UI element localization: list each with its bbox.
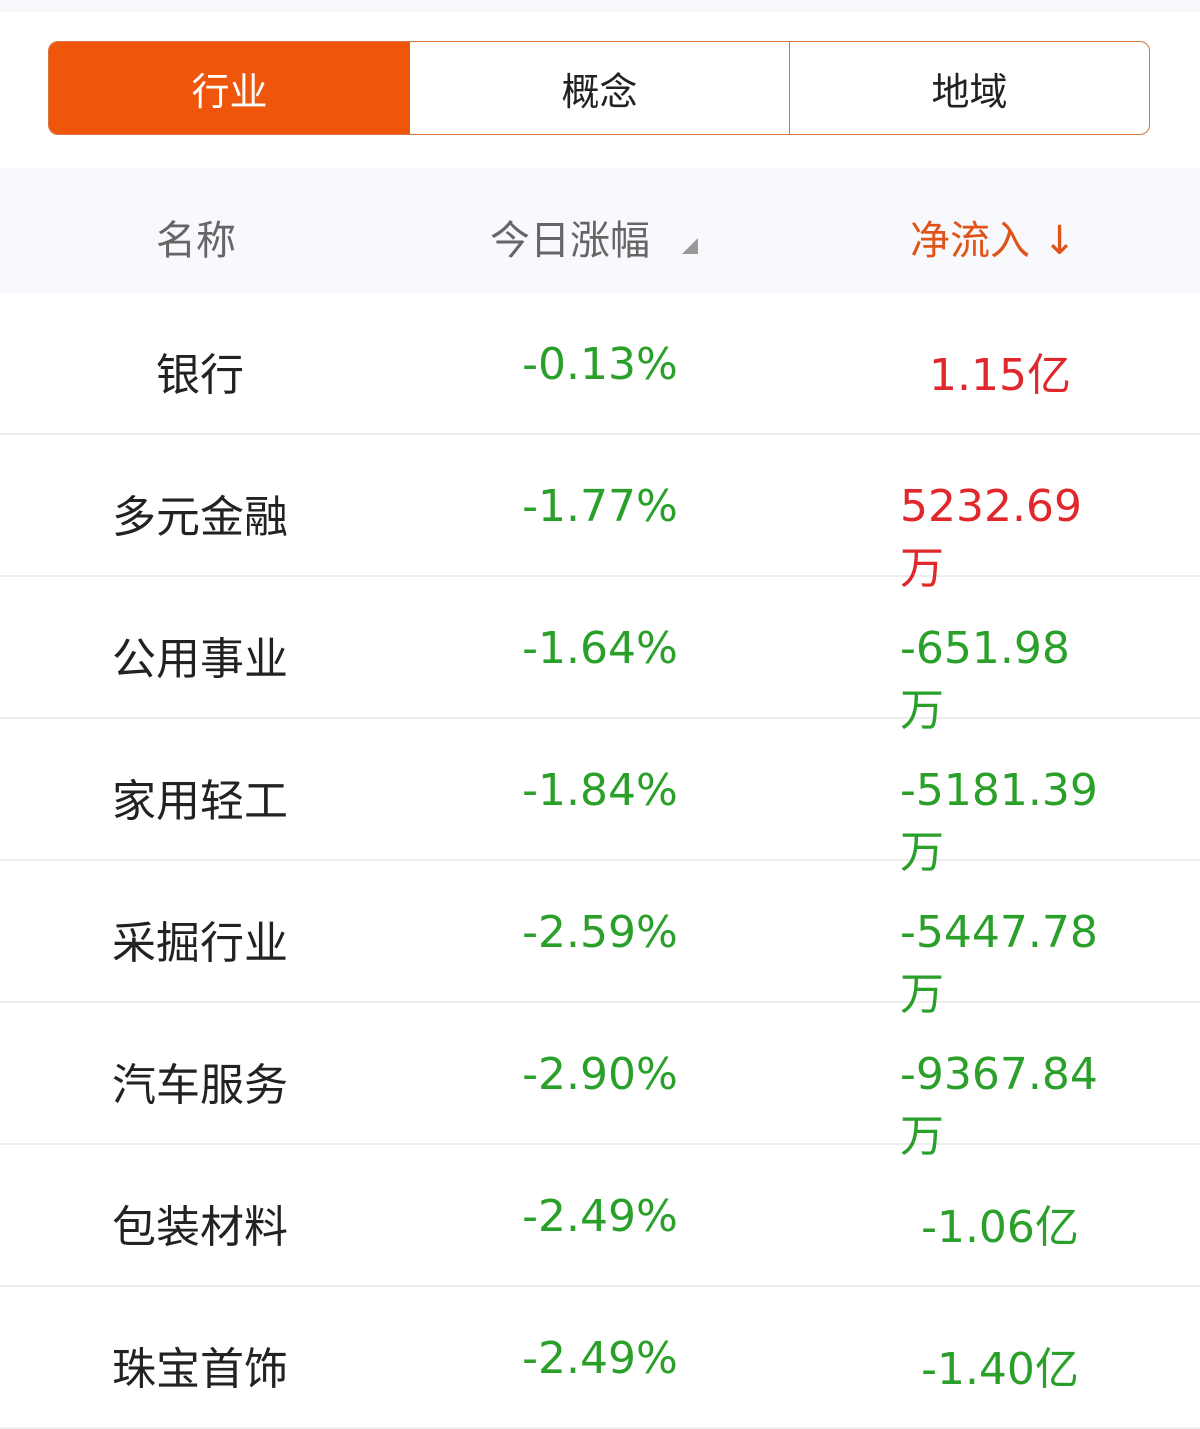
table-header: 名称 今日涨幅 净流入 ↓ <box>0 168 1200 293</box>
table-row[interactable]: 银行 -0.13% 1.15亿 <box>0 293 1200 435</box>
arrow-down-icon: ↓ <box>1042 218 1077 264</box>
header-name: 名称 <box>156 218 236 264</box>
industry-name: 采掘行业 <box>112 918 288 969</box>
industry-name: 银行 <box>156 350 244 401</box>
net-inflow: -9367.84万 <box>900 1049 1098 1162</box>
header-net-inflow[interactable]: 净流入 ↓ <box>910 208 1076 266</box>
table-row[interactable]: 公用事业 -1.64% -651.98万 <box>0 577 1200 736</box>
table-row[interactable]: 包装材料 -2.49% -1.06亿 <box>0 1145 1200 1287</box>
change-percent: -2.59% <box>522 907 678 958</box>
tab-industry[interactable]: 行业 <box>49 42 410 134</box>
industry-name: 家用轻工 <box>112 776 288 827</box>
sort-triangle-icon <box>682 238 698 254</box>
net-inflow: -5181.39万 <box>900 765 1098 878</box>
tab-concept[interactable]: 概念 <box>410 42 790 134</box>
net-inflow: 1.15亿 <box>929 350 1071 401</box>
industry-name: 公用事业 <box>112 634 288 685</box>
header-net-inflow-label: 净流入 <box>910 218 1030 264</box>
net-inflow: 5232.69万 <box>900 481 1082 594</box>
table-row[interactable]: 采掘行业 -2.59% -5447.78万 <box>0 861 1200 1020</box>
change-percent: -2.90% <box>522 1049 678 1100</box>
tab-region[interactable]: 地域 <box>931 69 1008 114</box>
header-change-label: 今日涨幅 <box>490 218 650 264</box>
table-row[interactable]: 汽车服务 -2.90% -9367.84万 <box>0 1003 1200 1162</box>
table-row[interactable]: 家用轻工 -1.84% -5181.39万 <box>0 719 1200 878</box>
top-bar <box>0 0 1200 12</box>
net-inflow: -651.98万 <box>900 623 1070 736</box>
change-percent: -1.64% <box>522 623 678 674</box>
change-percent: -1.84% <box>522 765 678 816</box>
net-inflow: -1.06亿 <box>921 1202 1079 1253</box>
change-percent: -1.77% <box>522 481 678 532</box>
table-row[interactable]: 多元金融 -1.77% 5232.69万 <box>0 435 1200 594</box>
industry-name: 包装材料 <box>112 1202 288 1253</box>
category-tabs: 行业 概念 地域 <box>48 41 1150 135</box>
net-inflow: -5447.78万 <box>900 907 1098 1020</box>
change-percent: -2.49% <box>522 1333 678 1384</box>
change-percent: -0.13% <box>522 339 678 390</box>
industry-name: 珠宝首饰 <box>112 1344 288 1395</box>
industry-name: 汽车服务 <box>112 1060 288 1111</box>
industry-list: 银行 -0.13% 1.15亿多元金融 -1.77% 5232.69万公用事业 -1.64… <box>0 293 1200 1429</box>
net-inflow: -1.40亿 <box>921 1344 1079 1395</box>
header-change[interactable]: 今日涨幅 <box>490 208 698 266</box>
industry-name: 多元金融 <box>112 492 288 543</box>
change-percent: -2.49% <box>522 1191 678 1242</box>
